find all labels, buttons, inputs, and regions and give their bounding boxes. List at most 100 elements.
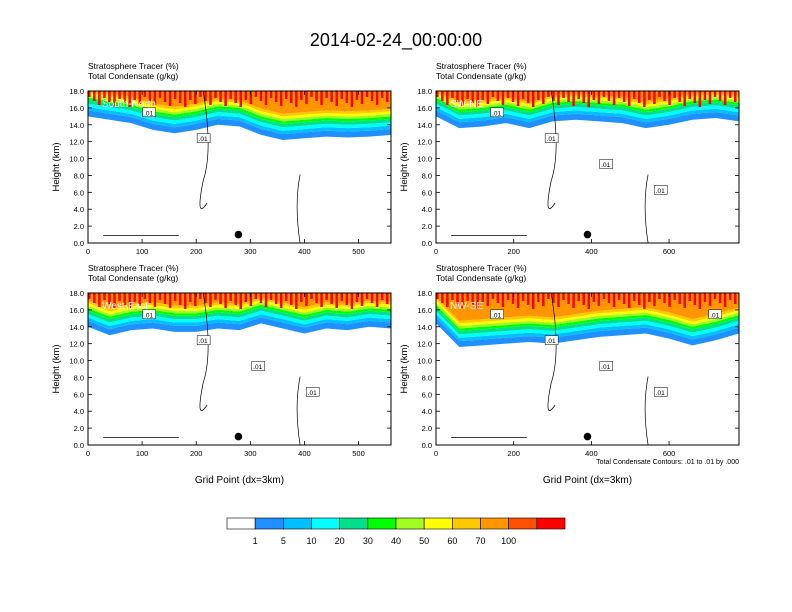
tracer-fringe <box>320 293 323 307</box>
tracer-fringe <box>436 91 439 97</box>
tracer-fringe <box>572 91 575 106</box>
panel-frame <box>87 90 392 244</box>
x-tick-label: 600 <box>663 449 676 458</box>
tracer-fringe <box>471 91 474 103</box>
tracer-fringe <box>632 293 636 301</box>
tracer-fringe <box>168 293 172 308</box>
y-tick-label: 16.0 <box>417 104 432 113</box>
contour-footnote: Total Condensate Contours: .01 to .01 by… <box>596 459 739 466</box>
y-tick-label: 18.0 <box>69 87 84 96</box>
left-label: Total Condensate (g/kg) <box>436 273 526 283</box>
tracer-fringe <box>305 91 308 104</box>
tracer-band-4 <box>436 307 739 335</box>
tracer-fringe <box>577 293 580 301</box>
contour-label: .01 <box>144 312 153 319</box>
tracer-fringe <box>93 91 96 101</box>
left-label: Total Condensate (g/kg) <box>88 71 178 81</box>
tracer-fringe <box>153 91 157 105</box>
tracer-fringe <box>335 91 338 106</box>
tracer-fringe <box>365 91 369 97</box>
tracer-fringe <box>552 293 555 303</box>
colorbar-cell <box>480 517 509 530</box>
tracer-fringe <box>648 293 651 302</box>
y-tick-label: 4.0 <box>422 407 432 416</box>
tracer-fringe <box>693 293 697 305</box>
tracer-fringe <box>295 293 298 309</box>
tracer-fringe <box>668 293 671 307</box>
tracer-fringe <box>305 293 308 306</box>
tracer-fringe <box>456 91 459 102</box>
tracer-fringe <box>133 293 136 302</box>
tracer-fringe <box>168 91 172 106</box>
page-title: 2014-02-24_00:00:00 <box>309 30 483 50</box>
tracer-fringe <box>592 91 596 100</box>
tracer-band-7 <box>88 92 391 119</box>
tracer-fringe <box>163 293 167 304</box>
y-tick-label: 18.0 <box>417 87 432 96</box>
tracer-fringe <box>360 293 364 306</box>
tracer-fringe <box>537 293 540 302</box>
tracer-fringe <box>663 293 666 303</box>
x-tick-label: 400 <box>585 449 598 458</box>
tracer-fringe <box>239 293 243 309</box>
tracer-fringe <box>320 91 323 105</box>
x-tick-label: 400 <box>298 247 311 256</box>
tracer-fringe <box>335 293 338 308</box>
left-label: Stratosphere Tracer (%) <box>436 61 527 71</box>
tracer-fringe <box>537 91 540 100</box>
y-tick-label: 2.0 <box>74 424 84 433</box>
contour-label-box <box>142 107 156 118</box>
tracer-fringe <box>627 293 631 308</box>
y-tick-label: 10.0 <box>69 357 84 366</box>
y-tick-label: 12.0 <box>69 138 84 147</box>
tracer-fringe <box>365 293 369 299</box>
colorbar-cell <box>226 517 256 530</box>
tracer-band-5 <box>436 97 739 113</box>
tracer-fringe <box>310 293 313 299</box>
panel-label: SW-NE <box>450 99 483 110</box>
contour-label: .01 <box>656 390 665 397</box>
tracer-band-8 <box>436 297 739 324</box>
tracer-fringe <box>350 293 354 309</box>
y-tick-label: 8.0 <box>422 373 432 382</box>
tracer-fringe <box>300 91 303 100</box>
tracer-fringe <box>542 91 545 104</box>
contour-label-box <box>653 185 668 195</box>
tracer-fringe <box>98 91 101 105</box>
tracer-fringe <box>189 293 192 302</box>
tracer-fringe <box>511 91 515 102</box>
tracer-fringe <box>138 293 142 306</box>
condensate-contour-2 <box>644 174 649 243</box>
location-marker <box>234 432 243 441</box>
tracer-fringe <box>446 91 449 105</box>
x-tick-label: 400 <box>298 449 311 458</box>
tracer-fringe <box>683 293 686 308</box>
y-axis-label: Height (km) <box>51 142 62 191</box>
tracer-fringe <box>708 91 712 104</box>
contour-label-box <box>708 309 723 320</box>
tracer-fringe <box>264 293 268 307</box>
tracer-fringe <box>542 293 545 306</box>
x-tick-label: 500 <box>352 449 365 458</box>
contour-label: .01 <box>710 312 719 319</box>
colorbar-cell <box>254 517 284 530</box>
tracer-band-8 <box>436 91 739 105</box>
x-tick-label: 0 <box>434 449 438 458</box>
tracer-band-6 <box>436 95 739 110</box>
colorbar-label: 5 <box>281 536 286 546</box>
tracer-fringe <box>259 91 263 101</box>
tracer-band-7 <box>436 299 739 326</box>
y-tick-label: 18.0 <box>69 289 84 298</box>
tracer-fringe <box>501 293 505 307</box>
tracer-fringe <box>486 293 490 306</box>
tracer-fringe <box>723 293 727 307</box>
tracer-fringe <box>617 91 621 98</box>
y-axis-label: Height (km) <box>399 142 410 191</box>
tracer-fringe <box>103 91 106 98</box>
tracer-fringe <box>673 293 676 300</box>
tracer-fringe <box>315 91 318 101</box>
tracer-fringe <box>547 293 550 299</box>
tracer-fringe <box>385 293 389 304</box>
tracer-band-1 <box>436 317 739 348</box>
